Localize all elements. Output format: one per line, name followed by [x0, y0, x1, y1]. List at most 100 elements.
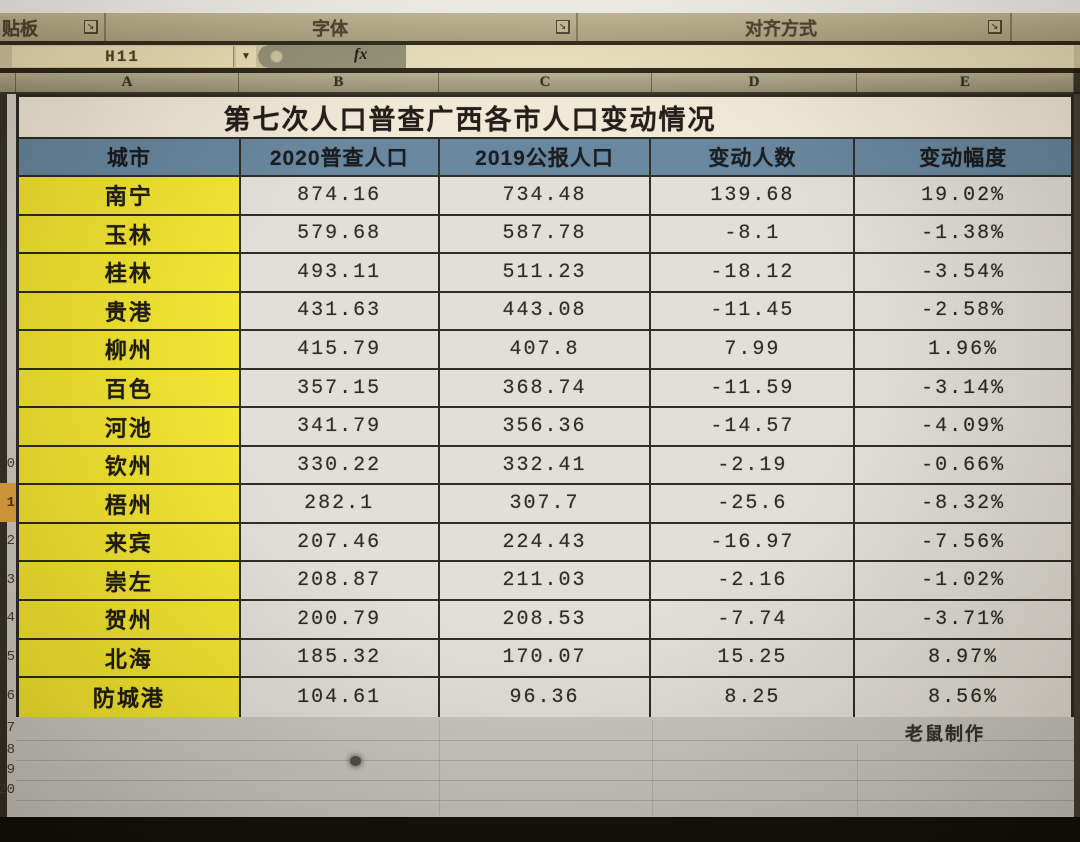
value-cell[interactable]: -11.59 — [651, 369, 856, 407]
value-cell[interactable]: 874.16 — [240, 177, 440, 214]
value-cell[interactable]: -3.14% — [855, 369, 1072, 407]
city-cell[interactable]: 桂林 — [19, 254, 241, 291]
name-box-dropdown-icon[interactable]: ▼ — [236, 46, 256, 67]
value-cell[interactable]: 734.48 — [439, 177, 652, 214]
table-header-cell[interactable]: 变动人数 — [651, 139, 856, 175]
row-header[interactable]: 0 — [6, 456, 15, 472]
city-cell[interactable]: 梧州 — [19, 485, 241, 522]
value-cell[interactable]: -3.54% — [855, 254, 1072, 291]
value-cell[interactable]: -1.02% — [855, 562, 1072, 600]
value-cell[interactable]: -25.6 — [651, 485, 856, 522]
city-cell[interactable]: 北海 — [19, 639, 241, 677]
row-header[interactable]: 4 — [6, 610, 15, 626]
select-all-corner[interactable] — [0, 73, 16, 92]
city-cell[interactable]: 南宁 — [19, 177, 241, 214]
row-header[interactable]: 5 — [6, 648, 15, 665]
value-cell[interactable]: 356.36 — [439, 408, 652, 445]
value-cell[interactable]: 330.22 — [240, 446, 440, 484]
insert-function-fx-icon[interactable]: fx — [354, 46, 368, 63]
city-cell[interactable]: 防城港 — [19, 678, 241, 717]
table-header-cell[interactable]: 变动幅度 — [919, 147, 1008, 170]
formula-input[interactable] — [406, 45, 1074, 68]
value-cell[interactable]: 8.56% — [855, 678, 1072, 717]
value-cell[interactable]: 357.15 — [240, 369, 440, 407]
column-header-C[interactable]: C — [439, 73, 652, 92]
table-title-cell[interactable]: 第七次人口普查广西各市人口变动情况 — [19, 97, 1071, 139]
city-cell[interactable]: 崇左 — [19, 562, 241, 600]
value-cell[interactable]: 208.53 — [439, 601, 652, 638]
column-header-D[interactable]: D — [652, 73, 857, 92]
value-cell[interactable]: 170.07 — [439, 639, 652, 677]
row-header[interactable]: 20 — [0, 782, 15, 798]
value-cell[interactable]: 207.46 — [240, 523, 440, 561]
value-cell[interactable]: 211.03 — [439, 562, 652, 600]
city-cell[interactable]: 河池 — [19, 408, 241, 445]
value-cell[interactable]: -11.45 — [651, 292, 856, 330]
value-cell[interactable]: 7.99 — [651, 331, 856, 368]
value-cell[interactable]: 415.79 — [240, 331, 440, 368]
value-cell[interactable]: -2.58% — [855, 292, 1072, 330]
value-cell[interactable]: -16.97 — [651, 523, 856, 561]
value-cell[interactable]: -7.56% — [855, 523, 1072, 561]
city-cell[interactable]: 柳州 — [19, 331, 241, 368]
city-cell[interactable]: 贵港 — [19, 292, 241, 330]
value-cell[interactable]: -1.38% — [855, 215, 1072, 253]
row-header[interactable]: 8 — [6, 742, 15, 758]
value-cell[interactable]: 15.25 — [651, 639, 856, 677]
value-cell[interactable]: 208.87 — [240, 562, 440, 600]
value-cell[interactable]: 493.11 — [240, 254, 440, 291]
value-cell[interactable]: -7.74 — [651, 601, 856, 638]
name-box[interactable]: H11 — [12, 46, 234, 67]
value-cell[interactable]: -0.66% — [855, 446, 1072, 484]
value-cell[interactable]: 185.32 — [240, 639, 440, 677]
value-cell[interactable]: 407.8 — [439, 331, 652, 368]
column-header-A[interactable]: A — [16, 73, 239, 92]
value-cell[interactable]: -4.09% — [855, 408, 1072, 445]
value-cell[interactable]: 341.79 — [240, 408, 440, 445]
value-cell[interactable]: 443.08 — [439, 292, 652, 330]
value-cell[interactable]: 200.79 — [240, 601, 440, 638]
row-header[interactable]: 2 — [6, 533, 15, 549]
value-cell[interactable]: -3.71% — [855, 601, 1072, 638]
dialog-launcher-icon[interactable]: ↘ — [988, 20, 1002, 34]
table-header-cell[interactable]: 2020普查人口 — [241, 139, 440, 175]
column-header-E[interactable]: E — [857, 73, 1074, 92]
value-cell[interactable]: 224.43 — [439, 523, 652, 561]
city-cell[interactable]: 百色 — [19, 369, 241, 407]
value-cell[interactable]: 1.96% — [855, 331, 1072, 368]
city-cell[interactable]: 钦州 — [19, 446, 241, 484]
city-cell[interactable]: 贺州 — [19, 601, 241, 638]
row-header[interactable]: 3 — [6, 571, 15, 588]
value-cell[interactable]: 431.63 — [240, 292, 440, 330]
credit-cell[interactable]: 老鼠制作 — [905, 724, 985, 744]
value-cell[interactable]: 579.68 — [240, 215, 440, 253]
value-cell[interactable]: -2.19 — [651, 446, 856, 484]
value-cell[interactable]: 139.68 — [651, 177, 856, 214]
row-header[interactable]: 7 — [6, 720, 15, 736]
value-cell[interactable]: 8.25 — [651, 678, 856, 717]
value-cell[interactable]: 8.97% — [855, 639, 1072, 677]
value-cell[interactable]: 96.36 — [439, 678, 652, 717]
value-cell[interactable]: -8.32% — [855, 485, 1072, 522]
value-cell[interactable]: 368.74 — [439, 369, 652, 407]
dialog-launcher-icon[interactable]: ↘ — [556, 20, 570, 34]
value-cell[interactable]: 511.23 — [439, 254, 652, 291]
value-cell[interactable]: -8.1 — [651, 215, 856, 253]
value-cell[interactable]: 104.61 — [240, 678, 440, 717]
value-cell[interactable]: -2.16 — [651, 562, 856, 600]
value-cell[interactable]: 332.41 — [439, 446, 652, 484]
table-header-cell[interactable]: 2019公报人口 — [440, 139, 652, 175]
city-cell[interactable]: 来宾 — [19, 523, 241, 561]
value-cell[interactable]: -18.12 — [651, 254, 856, 291]
column-header-B[interactable]: B — [239, 73, 439, 92]
value-cell[interactable]: 282.1 — [240, 485, 440, 522]
value-cell[interactable]: 19.02% — [855, 177, 1072, 214]
row-header[interactable]: 9 — [6, 762, 15, 778]
city-cell[interactable]: 玉林 — [19, 215, 241, 253]
dialog-launcher-icon[interactable]: ↘ — [84, 20, 98, 34]
value-cell[interactable]: 307.7 — [439, 485, 652, 522]
cancel-entry-icon[interactable] — [270, 50, 283, 63]
row-header[interactable]: 6 — [6, 688, 15, 704]
row-header[interactable]: 1 — [0, 483, 16, 522]
value-cell[interactable]: -14.57 — [651, 408, 856, 445]
